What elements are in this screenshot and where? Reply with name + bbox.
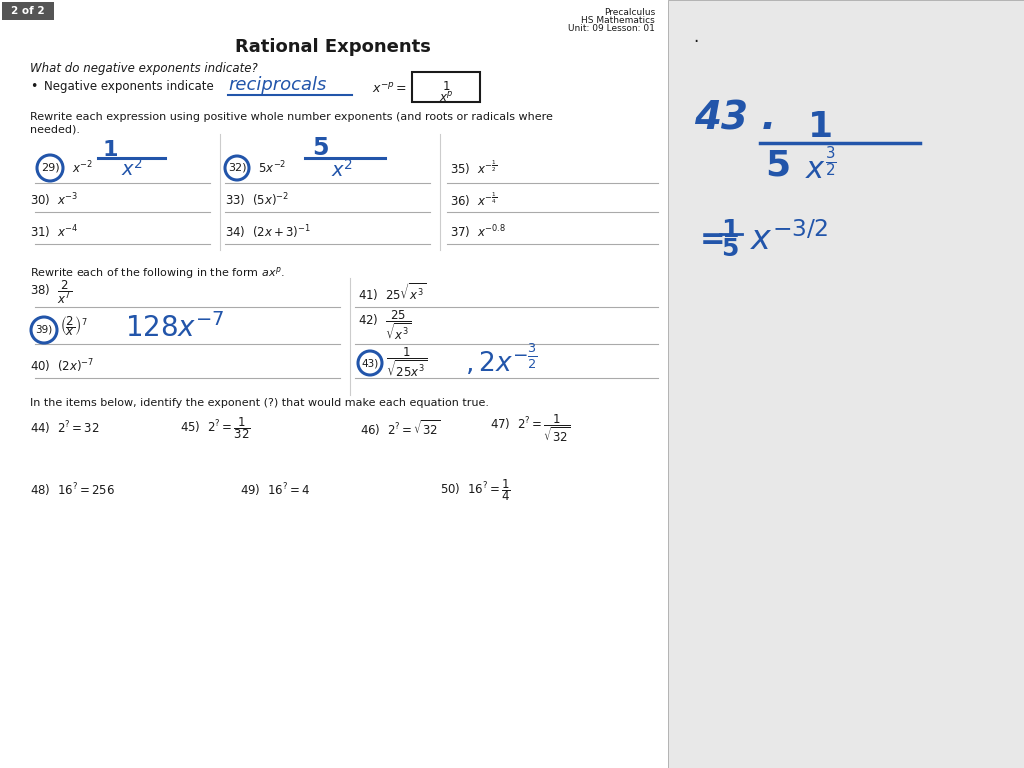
Text: 34)  $(2x+3)^{-1}$: 34) $(2x+3)^{-1}$	[225, 223, 311, 241]
Text: $5x^{-2}$: $5x^{-2}$	[258, 160, 287, 177]
Text: 33)  $(5x)^{-2}$: 33) $(5x)^{-2}$	[225, 191, 289, 209]
Text: 47)  $2^? = \dfrac{1}{\sqrt{32}}$: 47) $2^? = \dfrac{1}{\sqrt{32}}$	[490, 412, 570, 444]
Text: 42)  $\dfrac{25}{\sqrt{x^3}}$: 42) $\dfrac{25}{\sqrt{x^3}}$	[358, 308, 411, 342]
Text: 29): 29)	[41, 163, 59, 173]
Text: 49)  $16^? = 4$: 49) $16^? = 4$	[240, 482, 310, 498]
Text: Negative exponents indicate: Negative exponents indicate	[44, 80, 214, 93]
Text: 45)  $2^? = \dfrac{1}{32}$: 45) $2^? = \dfrac{1}{32}$	[180, 415, 251, 441]
Text: 31)  $x^{-4}$: 31) $x^{-4}$	[30, 223, 78, 241]
Bar	[412, 72, 480, 102]
Text: 2 of 2: 2 of 2	[11, 6, 45, 16]
Text: 41)  $25\sqrt{x^3}$: 41) $25\sqrt{x^3}$	[358, 281, 426, 303]
Text: 1: 1	[442, 80, 450, 93]
Text: 43 .: 43 .	[694, 100, 776, 138]
Text: What do negative exponents indicate?: What do negative exponents indicate?	[30, 62, 258, 75]
Text: 1: 1	[808, 110, 833, 144]
Text: 38)  $\dfrac{2}{x^7}$: 38) $\dfrac{2}{x^7}$	[30, 278, 72, 306]
Text: Rewrite each of the following in the form $ax^p$.: Rewrite each of the following in the for…	[30, 265, 285, 281]
Text: Unit: 09 Lesson: 01: Unit: 09 Lesson: 01	[568, 24, 655, 33]
Text: 50)  $16^? = \dfrac{1}{4}$: 50) $16^? = \dfrac{1}{4}$	[440, 477, 511, 503]
Text: $128x^{-7}$: $128x^{-7}$	[125, 313, 224, 343]
Text: 1: 1	[721, 218, 738, 242]
Text: $x^2$: $x^2$	[331, 159, 353, 181]
Text: 5: 5	[311, 136, 329, 160]
Text: $x^{\frac{3}{2}}$: $x^{\frac{3}{2}}$	[805, 148, 837, 186]
Text: 46)  $2^? = \sqrt{32}$: 46) $2^? = \sqrt{32}$	[360, 418, 440, 438]
Text: $x^{-p}=$: $x^{-p}=$	[372, 82, 408, 96]
Text: $\left(\dfrac{2}{x}\right)^7$: $\left(\dfrac{2}{x}\right)^7$	[60, 314, 88, 338]
Text: Rewrite each expression using positive whole number exponents (and roots or radi: Rewrite each expression using positive w…	[30, 112, 553, 122]
Text: Rational Exponents: Rational Exponents	[236, 38, 431, 56]
Text: $x^p$: $x^p$	[438, 91, 454, 105]
Bar	[668, 0, 1024, 768]
Text: 32): 32)	[227, 163, 246, 173]
Text: 5: 5	[721, 237, 738, 261]
Text: =: =	[700, 225, 726, 254]
Text: HS Mathematics: HS Mathematics	[582, 16, 655, 25]
Text: 1: 1	[102, 140, 118, 160]
Text: 44)  $2^? = 32$: 44) $2^? = 32$	[30, 419, 99, 437]
Text: 48)  $16^? = 256$: 48) $16^? = 256$	[30, 482, 115, 498]
Text: $x^2$: $x^2$	[121, 158, 143, 180]
Text: $x^{-3/2}$: $x^{-3/2}$	[750, 222, 828, 257]
Text: 37)  $x^{-0.8}$: 37) $x^{-0.8}$	[450, 223, 506, 241]
Text: reciprocals: reciprocals	[228, 76, 327, 94]
Text: needed).: needed).	[30, 124, 80, 134]
Text: 30)  $x^{-3}$: 30) $x^{-3}$	[30, 191, 78, 209]
Text: 5: 5	[765, 148, 791, 182]
Text: .: .	[693, 28, 698, 46]
Text: $x^{-2}$: $x^{-2}$	[72, 160, 93, 177]
Text: 39): 39)	[36, 325, 52, 335]
Text: •: •	[30, 80, 37, 93]
Text: In the items below, identify the exponent (?) that would make each equation true: In the items below, identify the exponen…	[30, 398, 489, 408]
Bar	[2, 2, 54, 20]
Text: Precalculus: Precalculus	[604, 8, 655, 17]
Text: 40)  $(2x)^{-7}$: 40) $(2x)^{-7}$	[30, 357, 94, 375]
Text: 35)  $x^{-\frac{1}{2}}$: 35) $x^{-\frac{1}{2}}$	[450, 159, 497, 177]
Text: $,2x^{-\frac{3}{2}}$: $,2x^{-\frac{3}{2}}$	[465, 343, 538, 378]
Text: 43): 43)	[361, 358, 379, 368]
Text: 36)  $x^{-\frac{1}{4}}$: 36) $x^{-\frac{1}{4}}$	[450, 191, 497, 209]
Text: $\dfrac{1}{\sqrt{25x^3}}$: $\dfrac{1}{\sqrt{25x^3}}$	[386, 345, 427, 379]
